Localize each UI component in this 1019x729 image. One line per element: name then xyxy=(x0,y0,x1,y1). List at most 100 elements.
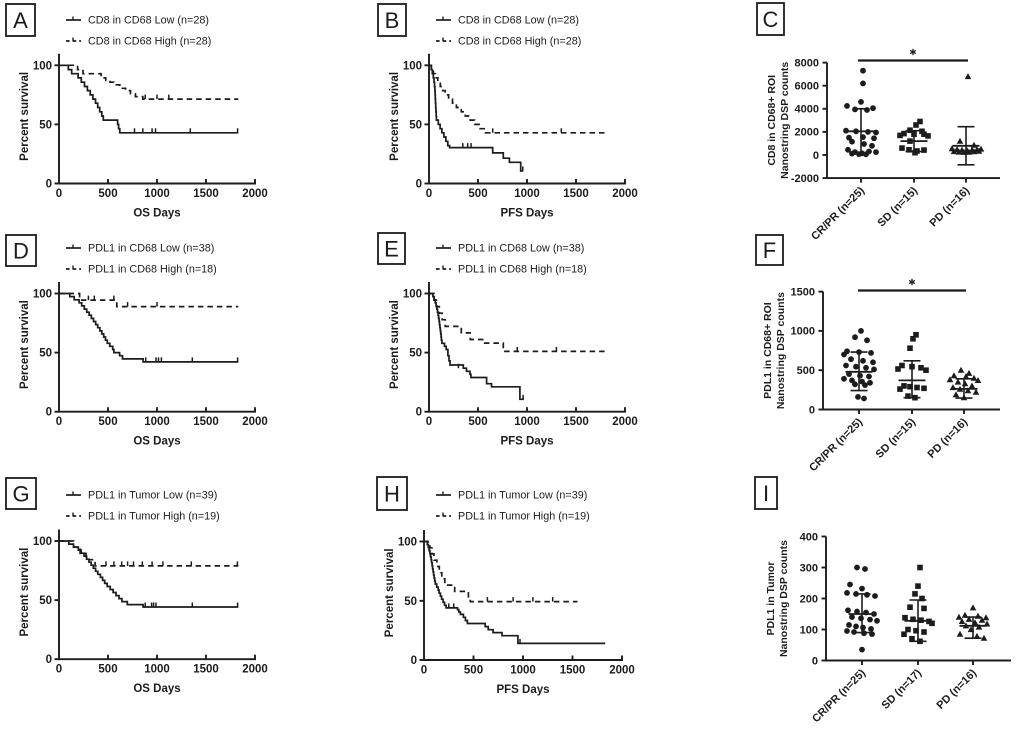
svg-text:500: 500 xyxy=(797,365,815,377)
svg-text:2000: 2000 xyxy=(795,127,819,139)
svg-text:PDL1 in Tumor High (n=19): PDL1 in Tumor High (n=19) xyxy=(88,511,220,523)
svg-text:500: 500 xyxy=(468,416,487,428)
svg-text:A: A xyxy=(13,8,28,33)
svg-text:Percent survival: Percent survival xyxy=(19,300,31,389)
svg-text:0: 0 xyxy=(56,188,62,200)
svg-text:50: 50 xyxy=(409,119,422,131)
svg-text:C: C xyxy=(763,7,779,32)
svg-text:100: 100 xyxy=(33,60,52,72)
svg-text:CD8 in CD68 Low (n=28): CD8 in CD68 Low (n=28) xyxy=(458,15,579,27)
svg-text:300: 300 xyxy=(800,562,818,574)
svg-text:Percent survival: Percent survival xyxy=(384,548,396,637)
svg-text:200: 200 xyxy=(800,593,818,605)
svg-text:PDL1 in CD68 Low (n=38): PDL1 in CD68 Low (n=38) xyxy=(458,243,584,255)
svg-text:2000: 2000 xyxy=(612,416,638,428)
svg-text:PFS Days: PFS Days xyxy=(500,208,553,220)
svg-text:PDL1 in CD68 High (n=18): PDL1 in CD68 High (n=18) xyxy=(458,264,587,276)
svg-text:0: 0 xyxy=(416,407,422,419)
svg-text:PDL1 in Tumor Low (n=39): PDL1 in Tumor Low (n=39) xyxy=(88,490,217,502)
svg-text:50: 50 xyxy=(39,595,52,607)
svg-text:Percent survival: Percent survival xyxy=(389,300,401,389)
svg-text:1000: 1000 xyxy=(144,416,170,428)
svg-text:1500: 1500 xyxy=(193,664,219,676)
svg-text:0: 0 xyxy=(46,407,52,419)
svg-text:1000: 1000 xyxy=(144,188,170,200)
svg-text:OS Days: OS Days xyxy=(133,208,180,220)
svg-text:CD8 in CD68 High (n=28): CD8 in CD68 High (n=28) xyxy=(88,36,211,48)
svg-text:2000: 2000 xyxy=(242,416,268,428)
svg-text:2000: 2000 xyxy=(242,664,268,676)
svg-text:50: 50 xyxy=(404,596,417,608)
svg-text:2000: 2000 xyxy=(612,188,638,200)
svg-text:Nanostring DSP counts: Nanostring DSP counts xyxy=(778,540,790,657)
svg-text:4000: 4000 xyxy=(795,104,819,116)
svg-text:-2000: -2000 xyxy=(791,173,819,185)
svg-text:2000: 2000 xyxy=(242,188,268,200)
svg-text:100: 100 xyxy=(403,60,422,72)
svg-text:1500: 1500 xyxy=(193,188,219,200)
svg-text:500: 500 xyxy=(98,664,117,676)
svg-text:PDL1 in Tumor High (n=19): PDL1 in Tumor High (n=19) xyxy=(458,511,590,523)
svg-text:PDL1 in Tumor: PDL1 in Tumor xyxy=(765,562,777,636)
svg-text:1500: 1500 xyxy=(791,286,815,298)
svg-text:100: 100 xyxy=(398,537,417,549)
svg-text:CD8 in CD68 Low (n=28): CD8 in CD68 Low (n=28) xyxy=(88,15,209,27)
svg-text:1000: 1000 xyxy=(514,416,540,428)
svg-text:0: 0 xyxy=(56,416,62,428)
svg-text:Percent survival: Percent survival xyxy=(19,72,31,161)
svg-text:50: 50 xyxy=(409,348,422,360)
svg-text:0: 0 xyxy=(46,179,52,191)
svg-text:OS Days: OS Days xyxy=(133,683,180,695)
svg-text:PFS Days: PFS Days xyxy=(496,684,549,696)
svg-text:0: 0 xyxy=(426,188,432,200)
svg-text:1500: 1500 xyxy=(563,188,589,200)
svg-text:B: B xyxy=(385,8,400,33)
svg-text:Percent survival: Percent survival xyxy=(19,548,31,637)
svg-text:500: 500 xyxy=(464,665,483,677)
svg-text:PFS Days: PFS Days xyxy=(500,436,553,448)
svg-text:2000: 2000 xyxy=(609,665,635,677)
svg-text:1500: 1500 xyxy=(560,665,586,677)
svg-text:1500: 1500 xyxy=(563,416,589,428)
svg-text:0: 0 xyxy=(46,654,52,666)
svg-text:0: 0 xyxy=(56,664,62,676)
svg-text:100: 100 xyxy=(403,289,422,301)
svg-text:400: 400 xyxy=(800,531,818,543)
svg-text:0: 0 xyxy=(426,416,432,428)
svg-text:500: 500 xyxy=(98,416,117,428)
svg-text:50: 50 xyxy=(39,348,52,360)
svg-text:PDL1 in CD68 Low (n=38): PDL1 in CD68 Low (n=38) xyxy=(88,243,214,255)
svg-text:0: 0 xyxy=(812,655,818,667)
svg-text:Percent survival: Percent survival xyxy=(389,72,401,161)
svg-text:8000: 8000 xyxy=(795,57,819,69)
svg-text:Nanostring DSP counts: Nanostring DSP counts xyxy=(779,62,791,179)
svg-text:CD8 in CD68 High (n=28): CD8 in CD68 High (n=28) xyxy=(458,36,581,48)
svg-text:100: 100 xyxy=(800,624,818,636)
svg-text:100: 100 xyxy=(33,289,52,301)
svg-text:F: F xyxy=(763,238,776,263)
svg-text:0: 0 xyxy=(809,404,815,416)
svg-text:CD8 in CD68+ ROI: CD8 in CD68+ ROI xyxy=(766,75,778,166)
svg-text:Nanostring DSP counts: Nanostring DSP counts xyxy=(775,292,787,409)
svg-text:500: 500 xyxy=(468,188,487,200)
svg-text:500: 500 xyxy=(98,188,117,200)
svg-text:1000: 1000 xyxy=(514,188,540,200)
svg-text:OS Days: OS Days xyxy=(133,436,180,448)
svg-text:0: 0 xyxy=(416,179,422,191)
svg-text:I: I xyxy=(763,481,769,506)
svg-text:0: 0 xyxy=(813,150,819,162)
svg-text:E: E xyxy=(384,236,399,261)
svg-text:G: G xyxy=(12,481,29,506)
svg-text:D: D xyxy=(13,238,29,263)
svg-text:6000: 6000 xyxy=(795,81,819,93)
svg-text:H: H xyxy=(384,481,400,506)
svg-text:100: 100 xyxy=(33,536,52,548)
svg-text:1000: 1000 xyxy=(510,665,536,677)
svg-text:1000: 1000 xyxy=(791,326,815,338)
svg-text:PDL1 in CD68+ ROI: PDL1 in CD68+ ROI xyxy=(762,302,774,399)
svg-text:0: 0 xyxy=(421,665,427,677)
svg-text:50: 50 xyxy=(39,119,52,131)
svg-text:1000: 1000 xyxy=(144,664,170,676)
svg-text:1500: 1500 xyxy=(193,416,219,428)
svg-text:PDL1 in Tumor Low (n=39): PDL1 in Tumor Low (n=39) xyxy=(458,490,587,502)
